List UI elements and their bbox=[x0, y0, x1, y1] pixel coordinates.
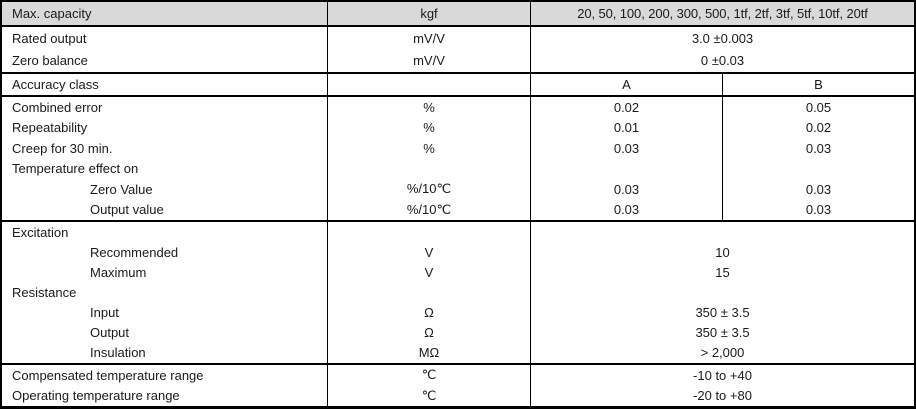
section-electrical: Excitation Recommended V 10 Maximum V 15… bbox=[2, 222, 914, 365]
spec-row-operating-range: Operating temperature range ℃ -20 to +80 bbox=[2, 385, 914, 406]
spec-value: 10 bbox=[530, 242, 914, 263]
spec-label: Maximum bbox=[90, 264, 147, 280]
spec-value-a: 0.02 bbox=[530, 97, 722, 118]
spec-unit: V bbox=[327, 262, 530, 283]
accuracy-class-b: B bbox=[722, 74, 914, 95]
section-accuracy-class: Accuracy class A B bbox=[2, 74, 914, 97]
spec-unit: MΩ bbox=[327, 342, 530, 363]
spec-label: Repeatability bbox=[12, 120, 88, 136]
spec-value bbox=[530, 222, 914, 243]
spec-row-maximum: Maximum V 15 bbox=[2, 262, 914, 283]
spec-value-a: 0.03 bbox=[530, 138, 722, 159]
spec-row-insulation: Insulation MΩ > 2,000 bbox=[2, 342, 914, 363]
spec-value: 15 bbox=[530, 262, 914, 283]
spec-row-zero-value: Zero Value %/10℃ 0.03 0.03 bbox=[2, 179, 914, 200]
spec-label: Combined error bbox=[12, 99, 103, 115]
spec-value-a: 0.03 bbox=[530, 179, 722, 200]
spec-unit: % bbox=[327, 97, 530, 118]
spec-value: > 2,000 bbox=[530, 342, 914, 363]
spec-label: Zero balance bbox=[12, 53, 88, 69]
max-capacity-values: 20, 50, 100, 200, 300, 500, 1tf, 2tf, 3t… bbox=[530, 2, 914, 25]
spec-value-a bbox=[530, 158, 722, 179]
accuracy-class-a: A bbox=[530, 74, 722, 95]
spec-label: Resistance bbox=[12, 284, 77, 300]
spec-label: Output bbox=[90, 325, 130, 341]
spec-value: -10 to +40 bbox=[530, 364, 914, 386]
max-capacity-unit: kgf bbox=[327, 2, 530, 25]
spec-value-b: 0.03 bbox=[722, 138, 914, 159]
spec-label: Output value bbox=[90, 202, 164, 218]
spec-label: Temperature effect on bbox=[12, 161, 139, 177]
spec-unit bbox=[327, 158, 530, 179]
spec-unit bbox=[327, 222, 530, 243]
spec-row-compensated-range: Compensated temperature range ℃ -10 to +… bbox=[2, 364, 914, 386]
spec-value-a: 0.03 bbox=[530, 199, 722, 220]
section-temperature-ranges: Compensated temperature range ℃ -10 to +… bbox=[2, 364, 914, 406]
spec-label: Input bbox=[90, 305, 119, 321]
spec-row-creep: Creep for 30 min. % 0.03 0.03 bbox=[2, 138, 914, 159]
spec-row-output-resistance: Output Ω 350 ± 3.5 bbox=[2, 322, 914, 343]
spec-label: Compensated temperature range bbox=[12, 367, 204, 383]
spec-value: -20 to +80 bbox=[530, 385, 914, 406]
section-max-capacity: Max. capacity kgf 20, 50, 100, 200, 300,… bbox=[2, 2, 914, 27]
spec-unit: %/10℃ bbox=[327, 199, 530, 220]
spec-unit: mV/V bbox=[327, 49, 530, 72]
spec-value-b: 0.03 bbox=[722, 179, 914, 200]
spec-label: Accuracy class bbox=[12, 77, 99, 92]
spec-value-b: 0.02 bbox=[722, 117, 914, 138]
spec-value: 0 ±0.03 bbox=[530, 49, 914, 72]
spec-label: Recommended bbox=[90, 244, 179, 260]
spec-label: Operating temperature range bbox=[12, 388, 180, 404]
spec-row-repeatability: Repeatability % 0.01 0.02 bbox=[2, 117, 914, 138]
spec-unit: ℃ bbox=[327, 364, 530, 386]
spec-row-temperature-effect: Temperature effect on bbox=[2, 158, 914, 179]
spec-unit bbox=[327, 282, 530, 303]
spec-row-excitation: Excitation bbox=[2, 222, 914, 243]
spec-row-accuracy-class: Accuracy class A B bbox=[2, 74, 914, 95]
spec-unit: V bbox=[327, 242, 530, 263]
spec-value: 3.0 ±0.003 bbox=[530, 27, 914, 50]
section-accuracy-specs: Combined error % 0.02 0.05 Repeatability… bbox=[2, 97, 914, 222]
spec-unit: % bbox=[327, 138, 530, 159]
spec-row-zero-balance: Zero balance mV/V 0 ±0.03 bbox=[2, 49, 914, 72]
max-capacity-label: Max. capacity bbox=[12, 6, 92, 21]
spec-unit: Ω bbox=[327, 302, 530, 323]
spec-label: Creep for 30 min. bbox=[12, 140, 113, 156]
spec-row-rated-output: Rated output mV/V 3.0 ±0.003 bbox=[2, 27, 914, 50]
spec-value-b bbox=[722, 158, 914, 179]
spec-label: Zero Value bbox=[90, 181, 153, 197]
spec-unit: ℃ bbox=[327, 385, 530, 406]
spec-value: 350 ± 3.5 bbox=[530, 322, 914, 343]
spec-unit: Ω bbox=[327, 322, 530, 343]
spec-unit: %/10℃ bbox=[327, 179, 530, 200]
spec-row-combined-error: Combined error % 0.02 0.05 bbox=[2, 97, 914, 118]
spec-row-recommended: Recommended V 10 bbox=[2, 242, 914, 263]
spec-unit: % bbox=[327, 117, 530, 138]
spec-unit bbox=[327, 74, 530, 95]
spec-label: Insulation bbox=[90, 345, 146, 361]
spec-value: 350 ± 3.5 bbox=[530, 302, 914, 323]
spec-value-a: 0.01 bbox=[530, 117, 722, 138]
spec-row-output-value: Output value %/10℃ 0.03 0.03 bbox=[2, 199, 914, 220]
spec-value-b: 0.03 bbox=[722, 199, 914, 220]
spec-value bbox=[530, 282, 914, 303]
spec-value-b: 0.05 bbox=[722, 97, 914, 118]
spec-row-resistance: Resistance bbox=[2, 282, 914, 303]
section-output: Rated output mV/V 3.0 ±0.003 Zero balanc… bbox=[2, 27, 914, 74]
spec-unit: mV/V bbox=[327, 27, 530, 50]
spec-row-input-resistance: Input Ω 350 ± 3.5 bbox=[2, 302, 914, 323]
header-row: Max. capacity kgf 20, 50, 100, 200, 300,… bbox=[2, 2, 914, 25]
spec-label: Rated output bbox=[12, 30, 87, 46]
spec-label: Excitation bbox=[12, 224, 69, 240]
